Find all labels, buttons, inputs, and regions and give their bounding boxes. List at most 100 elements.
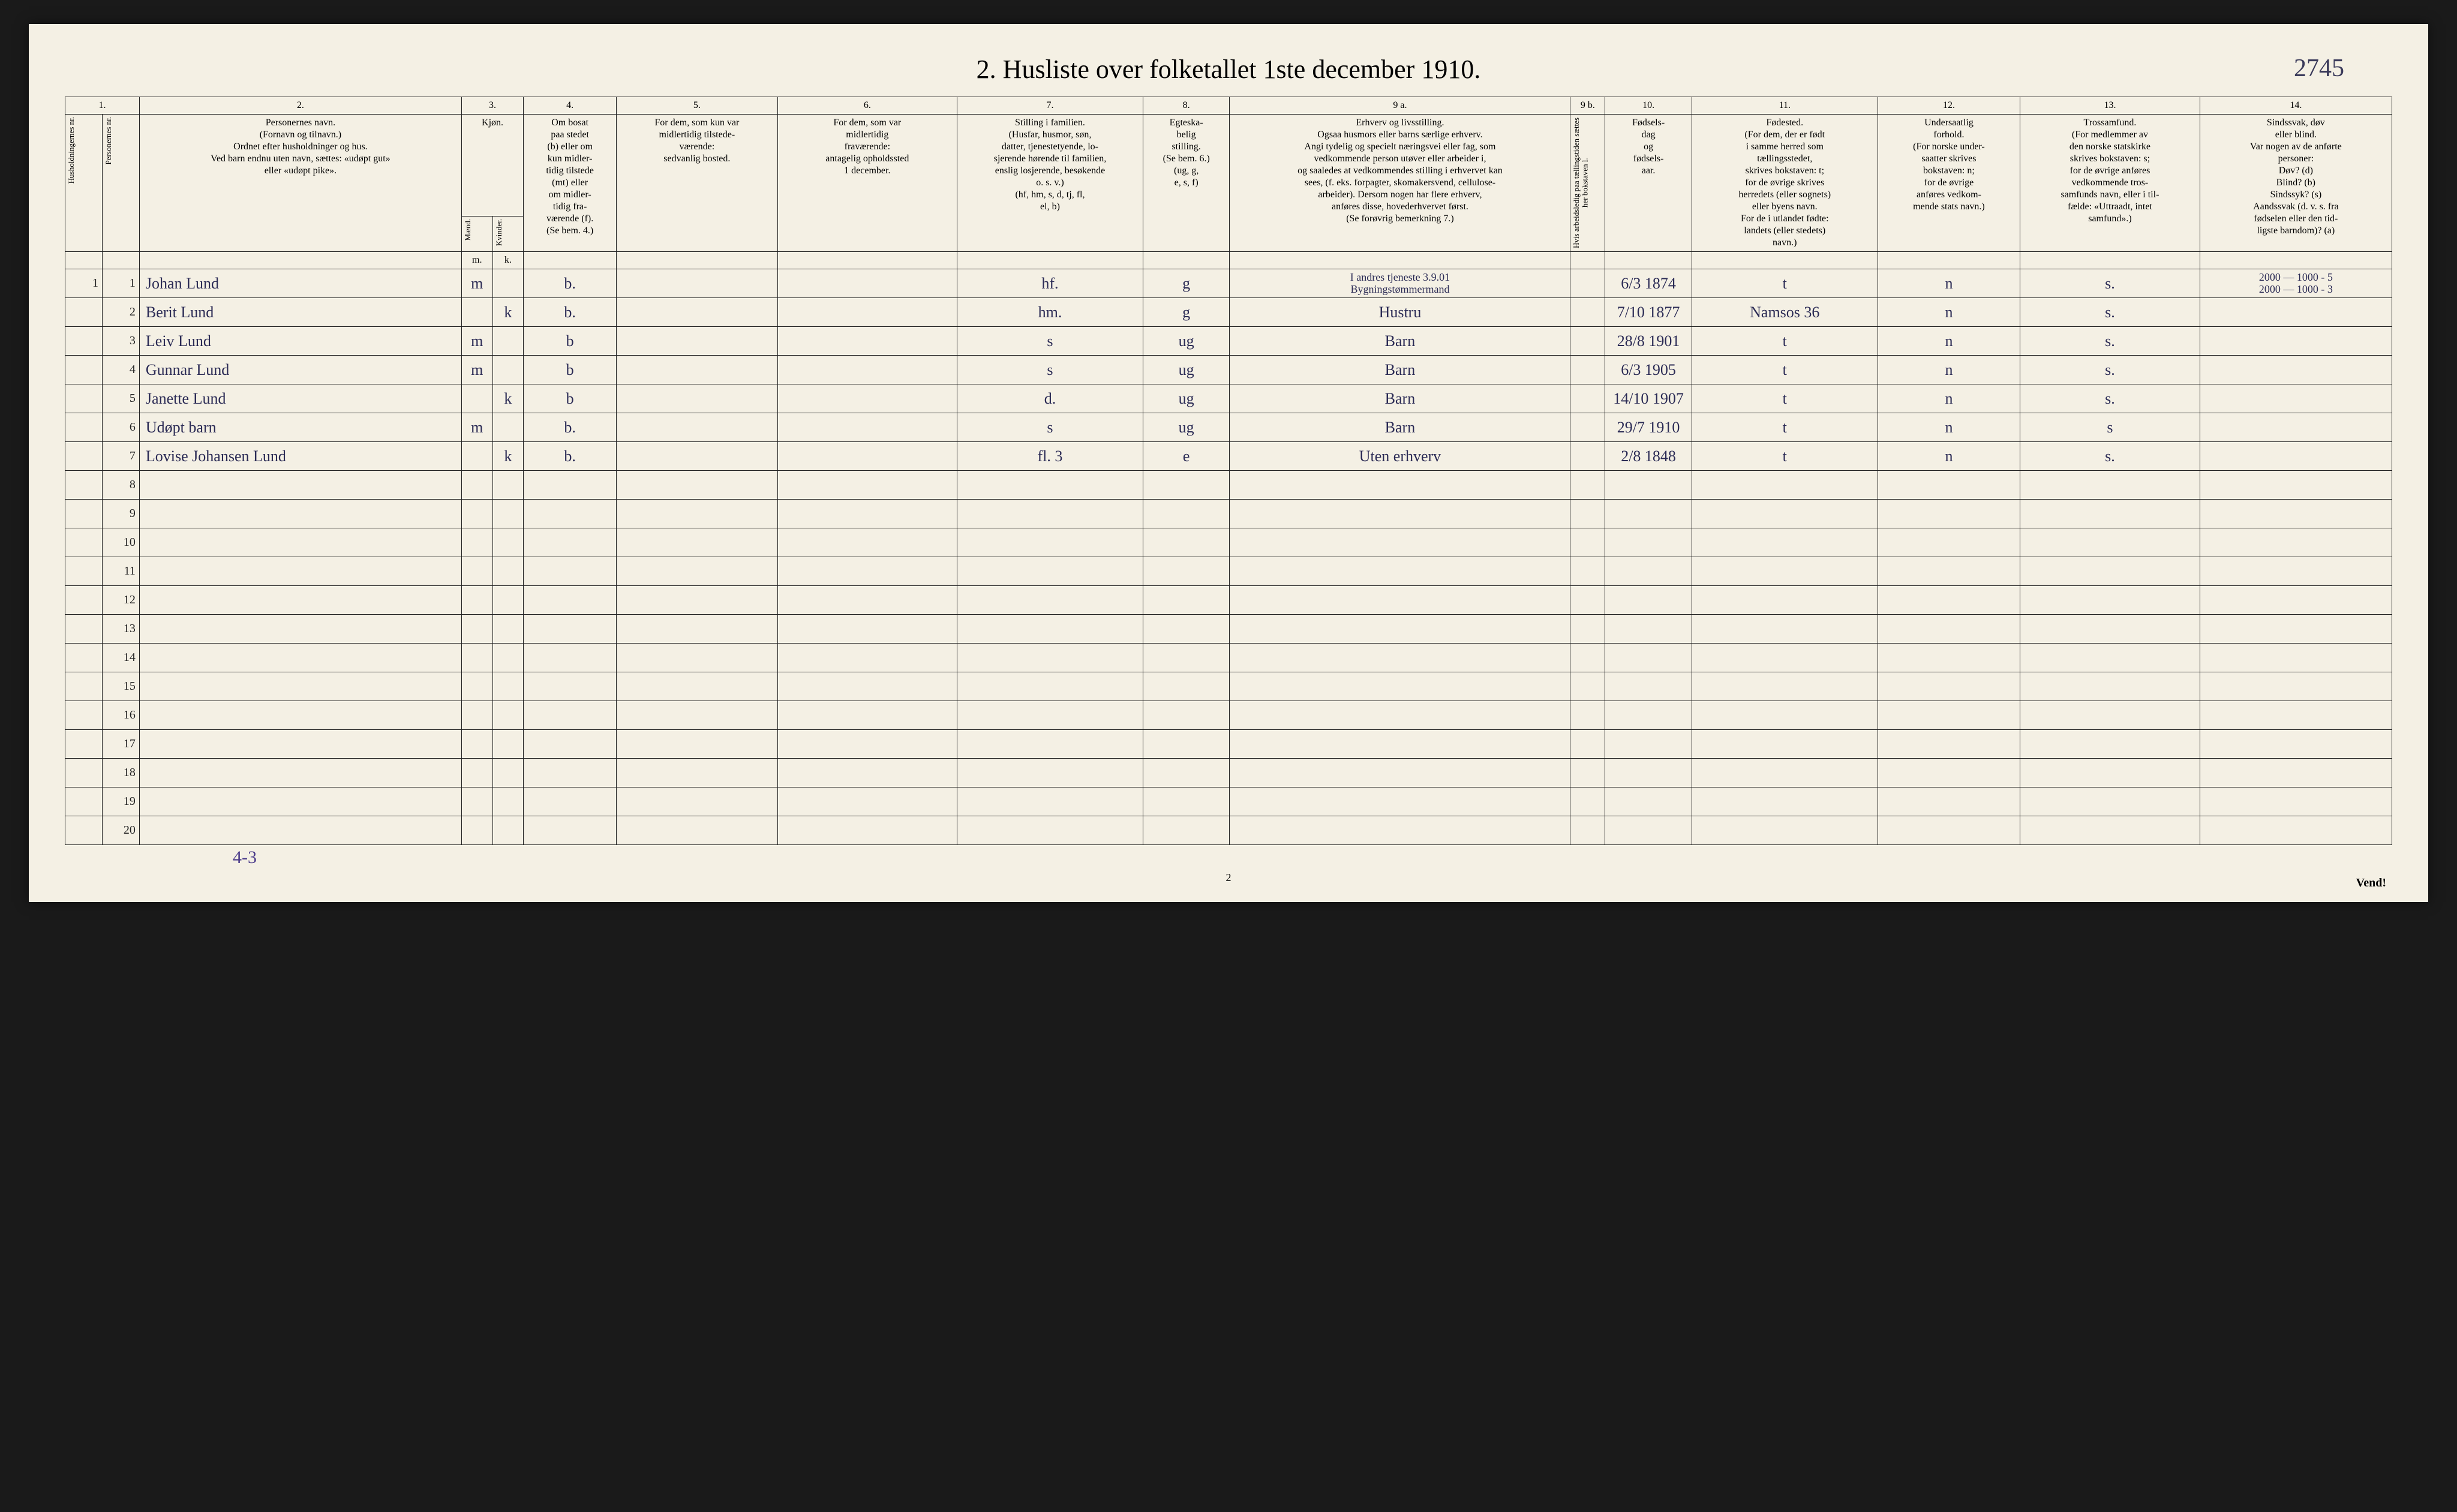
empty-cell <box>617 586 778 615</box>
cell-household <box>65 442 103 471</box>
cell-occupation: Barn <box>1230 356 1570 384</box>
cell-temp-absent <box>777 384 957 413</box>
cell-name: Berit Lund <box>139 298 461 327</box>
cell-temp-present <box>617 269 778 298</box>
page-number: 2 <box>65 871 2392 884</box>
table-row-empty: 10 <box>65 528 2392 557</box>
empty-cell <box>1143 759 1230 787</box>
empty-cell <box>1605 730 1692 759</box>
blank-14 <box>2200 252 2392 269</box>
empty-cell <box>2200 816 2392 845</box>
cell-family-pos: hm. <box>957 298 1143 327</box>
empty-cell <box>1605 644 1692 672</box>
cell-sex-k: k <box>492 442 524 471</box>
cell-birthplace: Namsos 36 <box>1692 298 1878 327</box>
empty-cell <box>617 500 778 528</box>
table-body: 11Johan Lundmb.hf.gI andres tjeneste 3.9… <box>65 269 2392 845</box>
empty-cell: 15 <box>102 672 139 701</box>
empty-cell <box>1143 672 1230 701</box>
cell-birthplace: t <box>1692 442 1878 471</box>
table-row: 4Gunnar LundmbsugBarn6/3 1905tns. <box>65 356 2392 384</box>
empty-cell <box>1878 528 2020 557</box>
cell-sex-m <box>461 298 492 327</box>
empty-cell <box>2020 730 2200 759</box>
empty-cell <box>139 816 461 845</box>
empty-cell <box>2200 586 2392 615</box>
empty-cell: 19 <box>102 787 139 816</box>
table-head: 1. 2. 3. 4. 5. 6. 7. 8. 9 a. 9 b. 10. 11… <box>65 97 2392 269</box>
empty-cell <box>1692 672 1878 701</box>
empty-cell <box>1605 787 1692 816</box>
empty-cell <box>1878 615 2020 644</box>
empty-cell <box>957 672 1143 701</box>
empty-cell <box>1692 557 1878 586</box>
table-row-empty: 17 <box>65 730 2392 759</box>
empty-cell <box>1143 816 1230 845</box>
annotation-top-right: 2745 <box>2294 54 2344 83</box>
cell-family-pos: fl. 3 <box>957 442 1143 471</box>
empty-cell <box>2020 615 2200 644</box>
colnum-12: 12. <box>1878 97 2020 115</box>
cell-religion: s <box>2020 413 2200 442</box>
empty-cell <box>461 672 492 701</box>
empty-cell <box>2200 730 2392 759</box>
empty-cell <box>777 586 957 615</box>
empty-cell <box>139 644 461 672</box>
empty-cell <box>957 528 1143 557</box>
cell-sex-m: m <box>461 356 492 384</box>
empty-cell <box>492 500 524 528</box>
cell-temp-absent <box>777 327 957 356</box>
empty-cell <box>1878 557 2020 586</box>
empty-cell <box>1878 759 2020 787</box>
empty-cell <box>1605 816 1692 845</box>
empty-cell <box>1692 528 1878 557</box>
head-1b: Personernes nr. <box>102 115 139 252</box>
cell-nationality: n <box>1878 327 2020 356</box>
table-row: 5Janette Lundkbd.ugBarn14/10 1907tns. <box>65 384 2392 413</box>
empty-cell <box>617 557 778 586</box>
empty-cell <box>1692 615 1878 644</box>
cell-marital: ug <box>1143 327 1230 356</box>
empty-cell <box>461 644 492 672</box>
cell-sex-m: m <box>461 413 492 442</box>
cell-nationality: n <box>1878 384 2020 413</box>
cell-name: Johan Lund <box>139 269 461 298</box>
empty-cell <box>777 787 957 816</box>
empty-cell <box>461 557 492 586</box>
cell-disability: 2000 — 1000 - 5 2000 — 1000 - 3 <box>2200 269 2392 298</box>
empty-cell <box>617 759 778 787</box>
empty-cell <box>957 557 1143 586</box>
empty-cell <box>957 644 1143 672</box>
census-table: 1. 2. 3. 4. 5. 6. 7. 8. 9 a. 9 b. 10. 11… <box>65 97 2392 845</box>
cell-residence: b <box>524 384 617 413</box>
empty-cell <box>524 500 617 528</box>
empty-cell <box>492 471 524 500</box>
empty-cell <box>1605 557 1692 586</box>
empty-cell <box>2020 528 2200 557</box>
cell-religion: s. <box>2020 269 2200 298</box>
cell-sex-k <box>492 356 524 384</box>
empty-cell: 13 <box>102 615 139 644</box>
empty-cell <box>139 787 461 816</box>
blank-1a <box>65 252 103 269</box>
table-row-empty: 19 <box>65 787 2392 816</box>
empty-cell <box>1230 586 1570 615</box>
empty-cell <box>1143 730 1230 759</box>
cell-family-pos: s <box>957 356 1143 384</box>
empty-cell <box>1570 644 1605 672</box>
table-row: 6Udøpt barnmb.sugBarn29/7 1910tns <box>65 413 2392 442</box>
cell-marital: g <box>1143 298 1230 327</box>
empty-cell <box>1605 471 1692 500</box>
head-3k: Kvinder. <box>492 217 524 252</box>
empty-cell <box>617 471 778 500</box>
empty-cell <box>1570 500 1605 528</box>
empty-cell <box>1570 787 1605 816</box>
empty-cell <box>65 471 103 500</box>
cell-birthdate: 7/10 1877 <box>1605 298 1692 327</box>
empty-cell <box>1143 787 1230 816</box>
cell-marital: ug <box>1143 384 1230 413</box>
cell-temp-absent <box>777 442 957 471</box>
colnum-10: 10. <box>1605 97 1692 115</box>
empty-cell <box>1692 730 1878 759</box>
blank-11 <box>1692 252 1878 269</box>
